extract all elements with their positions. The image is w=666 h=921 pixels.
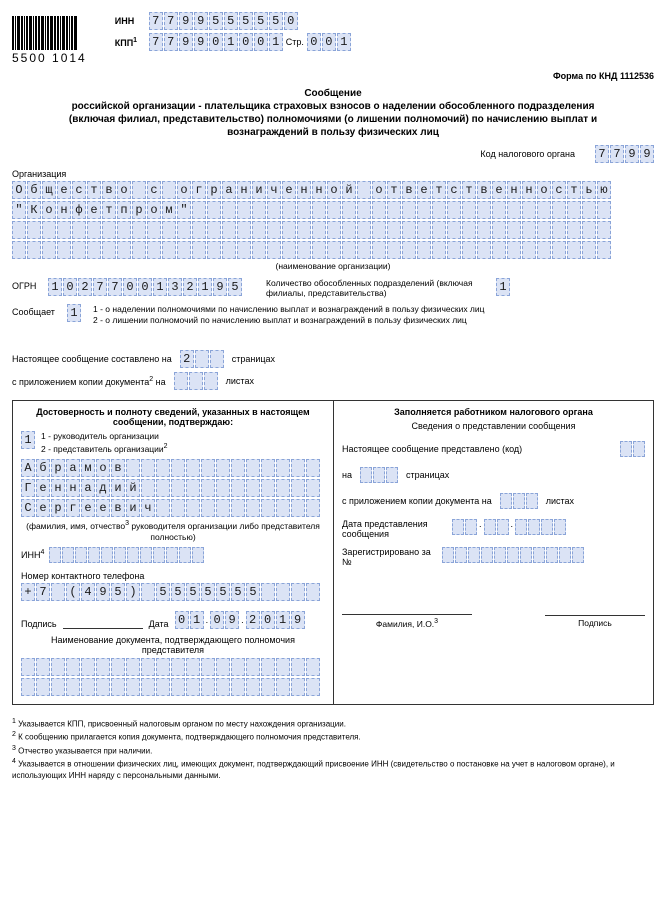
report-hint-2: 2 - о лишении полномочий по начислению в… bbox=[93, 315, 485, 326]
kpp-field[interactable]: 779901001 bbox=[149, 33, 283, 51]
r-pages-field[interactable] bbox=[360, 467, 398, 483]
attach-post: листах bbox=[226, 376, 254, 386]
signer-inn-field[interactable] bbox=[49, 547, 204, 563]
signer-name-field[interactable]: АбрамовГеннадийСергеевич bbox=[21, 459, 325, 517]
org-label: Организация bbox=[12, 169, 654, 179]
sign-label: Подпись bbox=[21, 619, 57, 629]
ogrn-label: ОГРН bbox=[12, 278, 48, 291]
attach-pre: с приложением копии документа bbox=[12, 377, 149, 387]
pages-post: страницах bbox=[232, 354, 275, 364]
tax-code-field[interactable]: 7799 bbox=[595, 145, 654, 163]
page-field: 001 bbox=[307, 33, 351, 51]
left-title: Достоверность и полноту сведений, указан… bbox=[21, 407, 325, 427]
inn-field[interactable]: 7799555550 bbox=[149, 12, 298, 30]
report-hint-1: 1 - о наделении полномочиями по начислен… bbox=[93, 304, 485, 315]
pages-pre: Настоящее сообщение составлено на bbox=[12, 354, 172, 364]
title-2: российской организации - плательщика стр… bbox=[53, 100, 613, 139]
ogrn-field[interactable]: 1027700132195 bbox=[48, 278, 242, 296]
date-y[interactable]: 2019 bbox=[246, 611, 305, 629]
form-code: Форма по КНД 1112536 bbox=[12, 71, 654, 81]
date-d[interactable]: 01 bbox=[175, 611, 204, 629]
subdiv-label: Количество обособленных подразделений (в… bbox=[266, 278, 486, 298]
doc-title: Наименование документа, подтверждающего … bbox=[21, 635, 325, 655]
right-subtitle: Сведения о представлении сообщения bbox=[342, 421, 645, 431]
date-label: Дата bbox=[149, 619, 169, 629]
phone-label: Номер контактного телефона bbox=[21, 571, 325, 581]
subdiv-field[interactable]: 1 bbox=[496, 278, 510, 296]
footnotes: 1 Указывается КПП, присвоенный налоговым… bbox=[12, 717, 654, 782]
kpp-label: КПП bbox=[115, 38, 133, 48]
pages-field[interactable]: 2 bbox=[180, 350, 224, 368]
org-name-field[interactable]: Общество с ограниченной ответственностью… bbox=[12, 181, 654, 259]
who-field[interactable]: 1 bbox=[21, 431, 35, 449]
title-1: Сообщение bbox=[12, 87, 654, 100]
who-hint-1: 1 - руководитель организации bbox=[41, 431, 168, 442]
page-label: Стр. bbox=[286, 37, 304, 47]
r-reg-field[interactable] bbox=[442, 547, 584, 563]
inn-label: ИНН bbox=[115, 16, 149, 26]
report-field[interactable]: 1 bbox=[67, 304, 81, 322]
sign-line bbox=[63, 617, 143, 629]
doc-field[interactable] bbox=[21, 658, 325, 696]
barcode: 5500 1014 bbox=[12, 12, 87, 65]
right-title: Заполняется работником налогового органа bbox=[342, 407, 645, 417]
report-label: Сообщает bbox=[12, 304, 67, 317]
barcode-text: 5500 1014 bbox=[12, 51, 87, 65]
org-hint: (наименование организации) bbox=[12, 261, 654, 272]
r-attach-field[interactable] bbox=[500, 493, 538, 509]
who-hint-2: 2 - представитель организации bbox=[41, 444, 164, 454]
tax-code-label: Код налогового органа bbox=[480, 149, 575, 159]
r-code-field[interactable] bbox=[620, 441, 645, 457]
attach-field[interactable] bbox=[174, 372, 218, 390]
date-m[interactable]: 09 bbox=[210, 611, 239, 629]
phone-field[interactable]: +7 (495) 5555555 bbox=[21, 583, 325, 601]
